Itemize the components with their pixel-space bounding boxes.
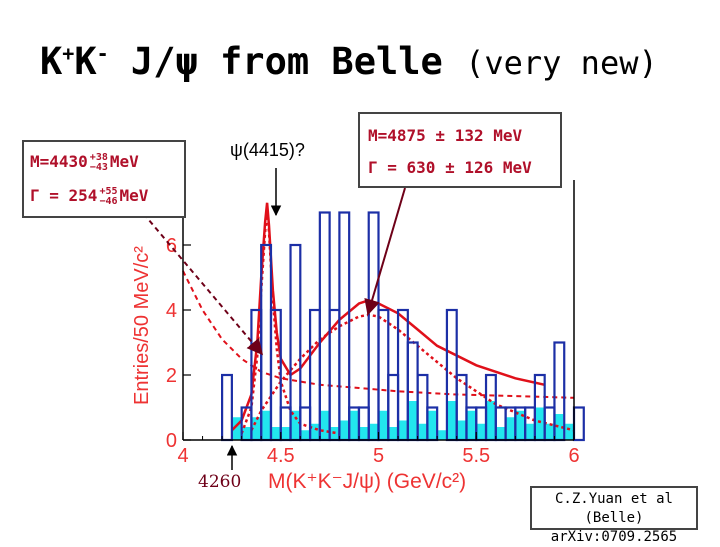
sideband-bar — [477, 423, 486, 440]
fit-box-4875: M=4875 ± 132 MeV Γ = 630 ± 126 MeV — [358, 112, 562, 188]
credit-line1: C.Z.Yuan et al (Belle) — [554, 491, 673, 526]
sideband-bar — [457, 420, 466, 440]
title-rest: J/ψ from Belle — [108, 40, 466, 83]
data-bar — [367, 211, 380, 442]
mass-4430-unit: MeV — [109, 152, 139, 171]
width-4430-err-plus: +55 — [99, 185, 118, 197]
x-axis-label: M(K⁺K⁻J/ψ) (GeV/c²) — [268, 470, 466, 493]
sideband-bar — [232, 417, 241, 440]
title-sup-minus: - — [96, 41, 109, 66]
sideband-bar — [418, 423, 427, 440]
sideband-bar — [340, 420, 349, 440]
sideband-histogram — [232, 401, 573, 440]
sideband-bar — [252, 417, 261, 440]
mass-4430-err-plus: +38 — [89, 151, 108, 163]
sideband-bar — [271, 427, 280, 440]
x-tick-label: 5 — [373, 445, 384, 467]
x-tick-label: 4 — [177, 445, 188, 467]
tick-labels: 4 4.5 5 5.5 6 0 2 4 6 — [166, 235, 580, 467]
width-4875-text: Γ = 630 ± 126 MeV — [368, 158, 532, 177]
sideband-bar — [350, 410, 358, 440]
sideband-bar — [311, 423, 319, 440]
y-tick-label: 2 — [166, 365, 177, 387]
sideband-bar — [545, 423, 554, 440]
label-4260: 4260 — [198, 472, 242, 492]
arrow-4875 — [364, 187, 406, 316]
sideband-bar — [408, 401, 417, 440]
data-bar — [308, 308, 321, 442]
sideband-bar — [291, 410, 300, 440]
mass-4430-label: M=4430 — [30, 152, 88, 171]
slide-title: K+K- J/ψ from Belle (very new) — [40, 40, 700, 83]
y-tick-label: 0 — [166, 430, 177, 452]
mass-4875-text: M=4875 ± 132 MeV — [368, 126, 523, 145]
psi4415-label: ψ(4415)? — [230, 140, 305, 160]
sideband-bar — [506, 417, 515, 440]
y-axis-label: Entries/50 MeV/c² — [131, 246, 153, 405]
title-k1: K — [40, 40, 63, 83]
sideband-bar — [301, 430, 310, 440]
sideband-bar — [369, 423, 378, 440]
sideband-bar — [428, 410, 437, 440]
sideband-bar — [526, 423, 534, 440]
title-sup-plus: + — [62, 41, 75, 66]
mass-4430-err-minus: −43 — [89, 161, 108, 173]
sideband-bar — [447, 401, 456, 440]
sideband-bar — [262, 410, 270, 440]
credit-line2: arXiv:0709.2565 — [550, 529, 678, 545]
width-4430-label: Γ = 254 — [30, 186, 98, 205]
sideband-bar — [281, 427, 290, 440]
sideband-bar — [487, 401, 495, 440]
arrow-4430 — [131, 199, 264, 356]
sideband-bar — [516, 410, 525, 440]
sideband-bar — [565, 423, 573, 440]
width-4430-unit: MeV — [119, 186, 149, 205]
data-bar — [221, 373, 233, 442]
sideband-bar — [379, 410, 388, 440]
credit-box: C.Z.Yuan et al (Belle) arXiv:0709.2565 — [530, 486, 698, 545]
sideband-bar — [242, 427, 251, 440]
arrows — [131, 168, 406, 470]
y-tick-label: 6 — [166, 235, 177, 257]
sideband-bar — [467, 410, 476, 440]
sideband-bar — [535, 407, 544, 440]
data-bar — [572, 406, 585, 442]
y-tick-label: 4 — [166, 300, 177, 322]
x-tick-label: 6 — [568, 445, 579, 467]
x-tick-label: 4.5 — [267, 445, 295, 467]
width-4430-err-minus: −46 — [99, 195, 118, 207]
sideband-bar — [438, 430, 446, 440]
sideband-bar — [359, 427, 368, 440]
sideband-bar — [496, 427, 505, 440]
title-paren: (very new) — [465, 44, 658, 82]
x-tick-label: 5.5 — [462, 445, 490, 467]
sideband-bar — [320, 410, 329, 440]
sideband-bar — [399, 420, 407, 440]
sideband-bar — [389, 427, 398, 440]
sideband-bar — [555, 414, 564, 440]
data-bar — [318, 211, 331, 442]
fit-box-4430: M=4430 +38 −43 MeV Γ = 254 +55 −46 MeV — [22, 140, 186, 218]
title-k2: K — [74, 40, 97, 83]
